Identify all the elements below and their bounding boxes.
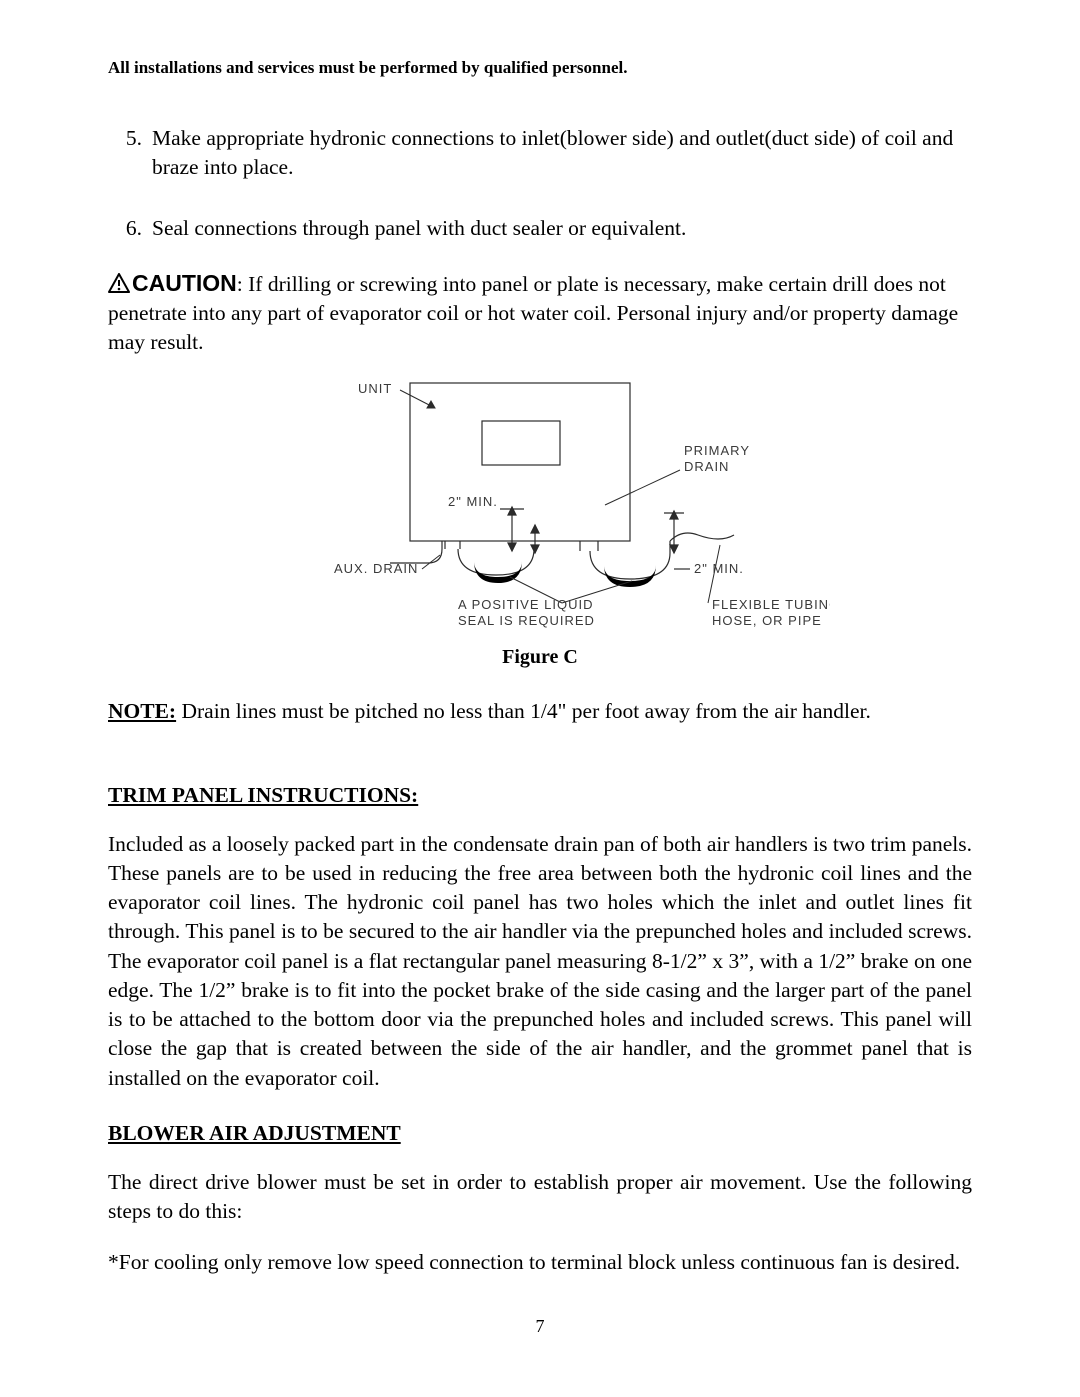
blower-paragraph-2: *For cooling only remove low speed conne… (108, 1248, 972, 1277)
document-page: All installations and services must be p… (0, 0, 1080, 1397)
section-title-trim: TRIM PANEL INSTRUCTIONS: (108, 783, 972, 808)
note-text: Drain lines must be pitched no less than… (176, 699, 871, 723)
caution-paragraph: CAUTION: If drilling or screwing into pa… (108, 268, 972, 358)
list-text: Seal connections through panel with duct… (152, 214, 972, 243)
label-flex-2: HOSE, OR PIPE (712, 613, 822, 628)
list-text: Make appropriate hydronic connections to… (152, 124, 972, 182)
caution-label: CAUTION (132, 270, 237, 296)
blower-paragraph-1: The direct drive blower must be set in o… (108, 1168, 972, 1226)
page-number: 7 (0, 1316, 1080, 1337)
note-paragraph: NOTE: Drain lines must be pitched no les… (108, 697, 972, 726)
label-2min-right: 2" MIN. (694, 561, 744, 576)
label-2min-left: 2" MIN. (448, 494, 498, 509)
label-aux-drain: AUX. DRAIN (334, 561, 418, 576)
figure-caption: Figure C (108, 646, 972, 669)
section-title-blower: BLOWER AIR ADJUSTMENT (108, 1121, 972, 1146)
label-positive-2: SEAL IS REQUIRED (458, 613, 595, 628)
list-number: 6. (108, 214, 152, 243)
list-item-6: 6. Seal connections through panel with d… (108, 214, 972, 243)
list-item-5: 5. Make appropriate hydronic connections… (108, 124, 972, 182)
figure-c: UNIT PRIMARY DRAIN 2" MIN. 2" MIN. AUX. … (108, 375, 972, 669)
page-header: All installations and services must be p… (108, 58, 972, 78)
label-positive-1: A POSITIVE LIQUID (458, 597, 593, 612)
label-unit: UNIT (358, 381, 392, 396)
label-primary: PRIMARY (684, 443, 750, 458)
label-drain: DRAIN (684, 459, 729, 474)
label-flex-1: FLEXIBLE TUBING, (712, 597, 830, 612)
list-number: 5. (108, 124, 152, 182)
warning-icon (108, 272, 130, 301)
note-label: NOTE: (108, 699, 176, 723)
trim-paragraph: Included as a loosely packed part in the… (108, 830, 972, 1093)
